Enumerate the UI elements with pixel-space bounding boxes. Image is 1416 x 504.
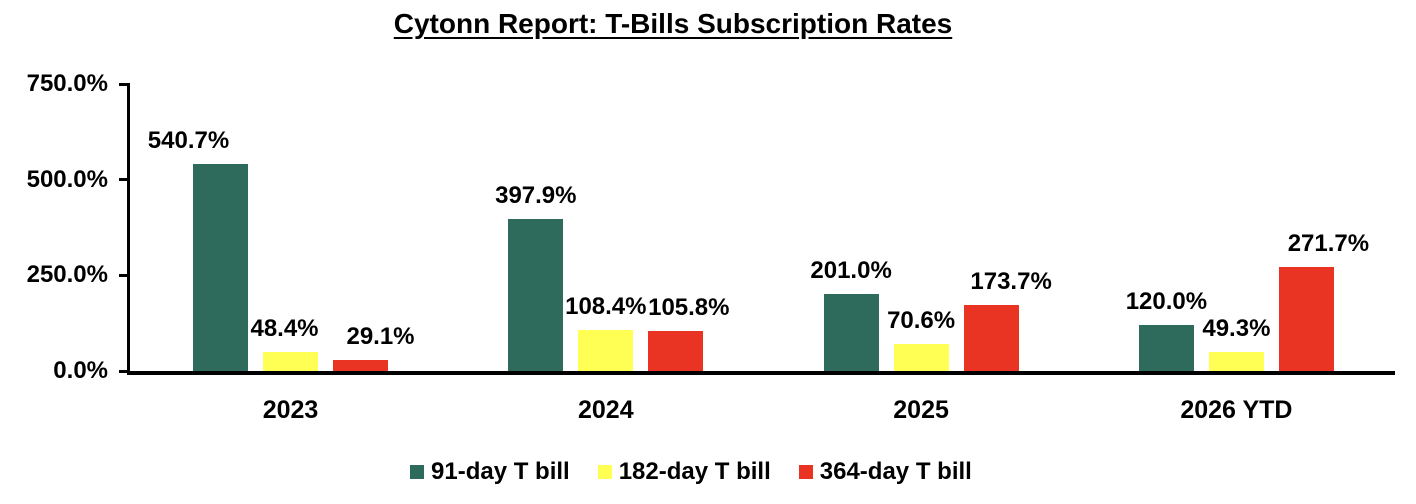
y-tick-label: 750.0% — [26, 70, 108, 97]
legend: 91-day T bill 182-day T bill 364-day T bil… — [410, 458, 972, 486]
chart-title: Cytonn Report: T-Bills Subscription Rate… — [393, 8, 953, 39]
y-tick-label: 500.0% — [26, 165, 108, 193]
legend-item-91-day-t-bill: 91-day T bill — [410, 458, 570, 486]
bar-364-day-t-bill-2026-ytd — [1278, 267, 1334, 371]
bar-value-label: 271.7% — [1287, 230, 1370, 258]
bar-182-day-t-bill-2023 — [263, 352, 318, 371]
bar-value-label: 397.9% — [495, 181, 577, 209]
y-tick-label: 250.0% — [26, 261, 108, 289]
bar-182-day-t-bill-2026-ytd — [1208, 352, 1264, 371]
category-label-2024: 2024 — [577, 396, 634, 424]
category-label-2023: 2023 — [262, 396, 319, 424]
bar-value-label: 173.7% — [970, 267, 1052, 295]
category-label-2026-ytd: 2026 YTD — [1180, 396, 1293, 424]
bar-91-day-t-bill-2023 — [193, 164, 248, 371]
bar-value-label: 49.3% — [1202, 315, 1271, 343]
bar-value-label: 105.8% — [648, 293, 730, 321]
bar-value-label: 70.6% — [887, 306, 956, 334]
y-tick-mark — [119, 273, 130, 277]
bar-91-day-t-bill-2024 — [508, 218, 564, 371]
bar-91-day-t-bill-2026-ytd — [1138, 325, 1194, 371]
x-axis-line — [130, 371, 1395, 375]
legend-swatch-icon — [410, 465, 424, 479]
legend-label: 91-day T bill — [431, 458, 570, 485]
legend-item-182-day-t-bill: 182-day T bill — [597, 458, 771, 486]
bar-364-day-t-bill-2024 — [648, 330, 704, 371]
bar-91-day-t-bill-2025 — [823, 294, 879, 371]
legend-swatch-icon — [597, 465, 612, 479]
legend-item-364-day-t-bill: 364-day T bill — [798, 458, 972, 486]
bar-value-label: 48.4% — [250, 315, 319, 343]
legend-label: 364-day T bill — [819, 458, 972, 485]
bar-182-day-t-bill-2024 — [578, 329, 634, 371]
bar-364-day-t-bill-2025 — [963, 304, 1019, 371]
category-label-2025: 2025 — [893, 396, 949, 424]
y-tick-mark — [119, 178, 130, 182]
bar-value-label: 29.1% — [346, 322, 415, 350]
bar-value-label: 201.0% — [810, 257, 892, 285]
bar-value-label: 540.7% — [147, 127, 230, 155]
legend-label: 182-day T bill — [618, 458, 771, 485]
y-tick-mark — [119, 82, 130, 86]
y-tick-label: 0.0% — [53, 357, 108, 384]
bar-value-label: 120.0% — [1125, 288, 1208, 316]
y-tick-mark — [119, 369, 130, 373]
bar-364-day-t-bill-2023 — [333, 359, 388, 371]
bar-value-label: 108.4% — [565, 292, 647, 320]
y-axis-line — [127, 84, 130, 375]
bar-182-day-t-bill-2025 — [893, 343, 949, 371]
legend-swatch-icon — [798, 465, 813, 479]
